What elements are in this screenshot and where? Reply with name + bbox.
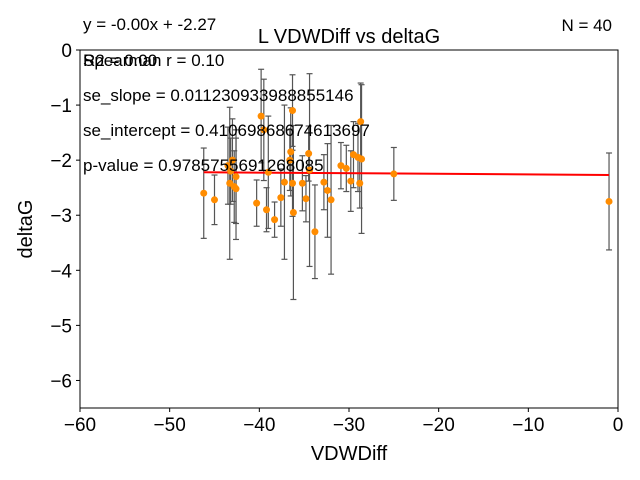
data-point-26	[311, 228, 319, 236]
y-ticks: 0 −1 −2 −3 −4 −5 −6	[50, 41, 80, 392]
y-tick-label-6: −6	[50, 371, 72, 392]
data-point-36	[357, 118, 365, 126]
annotation-se-slope: se_slope = 0.011230933988855146	[83, 86, 354, 105]
x-tick-label-1: −50	[154, 415, 186, 436]
x-tick-label-6: 0	[613, 415, 624, 436]
data-point-25	[306, 166, 314, 174]
data-point-38	[390, 170, 398, 178]
data-point-20	[289, 179, 297, 187]
data-point-31	[342, 164, 350, 172]
data-point-2	[224, 162, 232, 170]
x-axis-label: VDWDiff	[311, 443, 388, 465]
data-point-39	[605, 197, 613, 205]
data-point-17	[286, 156, 294, 164]
annotation-r2: R2 = 0.00	[83, 51, 157, 70]
data-point-4	[227, 167, 235, 175]
data-point-15	[277, 194, 285, 202]
x-tick-label-5: −10	[512, 415, 544, 436]
x-tick-label-2: −40	[243, 415, 275, 436]
annotation-spearman: Spearman r = 0.10	[83, 51, 224, 70]
data-point-21	[289, 208, 297, 216]
data-point-22	[298, 179, 306, 187]
data-point-14	[271, 216, 279, 224]
y-tick-label-0: 0	[61, 41, 72, 62]
annotation-equation: y = -0.00x + -2.27	[83, 15, 216, 34]
data-point-8	[232, 173, 240, 181]
data-point-19	[289, 107, 297, 115]
data-point-7	[232, 185, 240, 193]
data-point-9	[253, 199, 261, 207]
data-point-10	[257, 112, 265, 120]
y-tick-label-2: −2	[50, 151, 72, 172]
data-point-37	[358, 155, 366, 163]
data-point-5	[228, 156, 236, 164]
y-tick-label-3: −3	[50, 206, 72, 227]
data-point-29	[327, 196, 335, 204]
data-point-18	[287, 148, 295, 156]
data-point-0	[200, 189, 208, 197]
marks-layer	[200, 68, 613, 301]
data-point-12	[263, 206, 271, 214]
data-point-35	[356, 179, 364, 187]
data-point-30	[337, 162, 345, 170]
data-point-16	[280, 178, 288, 186]
data-point-32	[347, 177, 355, 185]
y-tick-label-1: −1	[50, 96, 72, 117]
y-tick-label-4: −4	[50, 261, 72, 282]
x-tick-label-4: −20	[423, 415, 455, 436]
x-tick-label-0: −60	[64, 415, 96, 436]
data-point-24	[305, 150, 313, 158]
annotation-se-intercept: se_intercept = 0.4106986867461369​7	[83, 121, 370, 140]
data-point-13	[264, 168, 272, 176]
data-point-27	[320, 178, 328, 186]
annotation-p-value: p-value = 0.9785755691268085	[83, 156, 324, 175]
data-point-28	[323, 186, 331, 194]
data-point-23	[302, 195, 310, 203]
data-point-11	[260, 126, 268, 134]
y-axis-label: deltaG	[15, 200, 37, 259]
x-tick-label-3: −30	[333, 415, 365, 436]
chart-title: L VDWDiff vs deltaG	[258, 26, 440, 48]
y-tick-label-5: −5	[50, 316, 72, 337]
x-ticks: −60 −50 −40 −30 −20 −10 0	[64, 408, 623, 436]
data-point-1	[211, 196, 218, 204]
annotation-n: N = 40	[561, 16, 612, 35]
